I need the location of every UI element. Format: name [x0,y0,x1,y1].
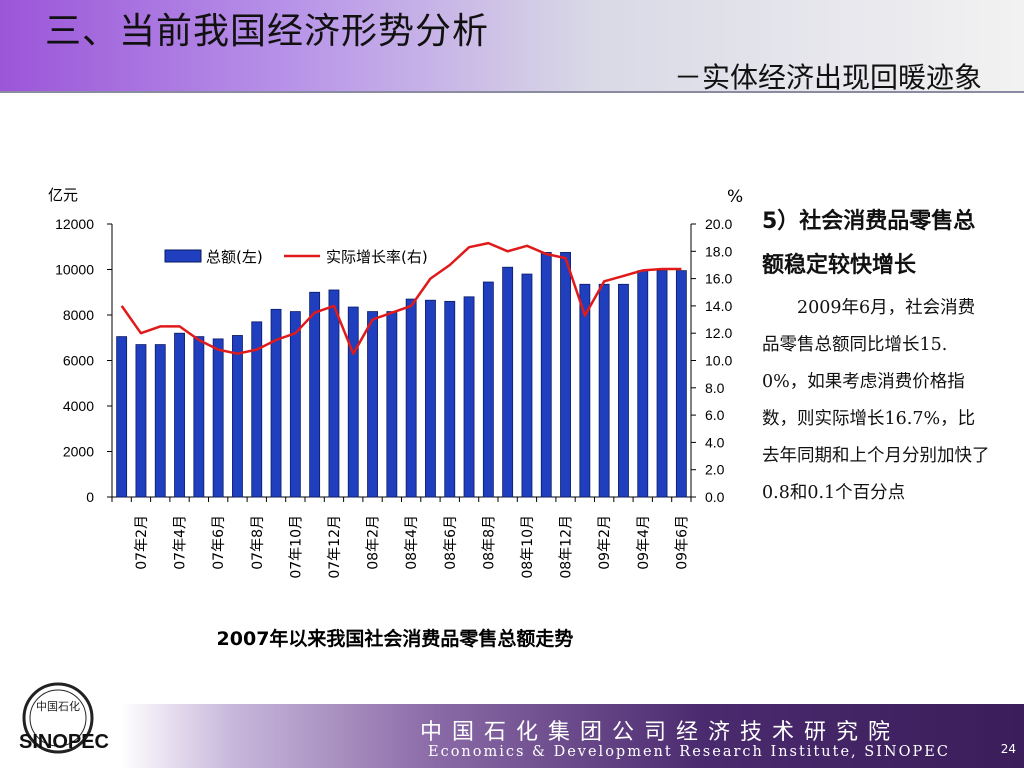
left-tick-label: 12000 [55,216,94,232]
bar [521,273,533,498]
left-tick-label: 8000 [63,307,94,323]
x-tick-label: 09年2月 [597,515,613,570]
bar [251,321,263,498]
left-tick-label: 0 [86,489,94,505]
bar [560,252,571,498]
x-tick-label: 08年4月 [404,515,420,570]
page-subtitle: －实体经济出现回暖迹象 [673,61,982,94]
bar [212,338,224,498]
org-name-en: Economics & Development Research Institu… [428,744,950,760]
x-tick-label: 07年12月 [327,515,343,579]
right-tick-label: 10.0 [705,353,732,369]
legend-bar-label: 总额(左) [206,248,263,266]
left-tick-label: 4000 [63,398,94,414]
bar [193,336,205,498]
footer-band [120,704,1024,768]
bar [367,311,378,498]
page-number: 24 [1000,742,1016,756]
x-tick-label: 09年6月 [674,515,690,570]
bar [154,344,166,498]
bar [675,270,687,498]
bar [463,296,475,498]
bar [618,283,629,498]
growth-rate-line [120,241,682,355]
left-tick-label: 2000 [63,444,94,460]
bar [232,335,243,498]
org-name-cn: 中国石化集团公司经济技术研究院 [420,720,901,745]
right-tick-label: 12.0 [705,325,732,341]
right-tick-label: 20.0 [705,216,732,232]
commentary-panel: 5）社会消费品零售总额稳定较快增长 2009年6月，社会消费品零售总额同比增长1… [762,200,990,512]
commentary-body: 2009年6月，社会消费品零售总额同比增长15.0%，如果考虑消费价格指数，则实… [762,298,990,503]
x-tick-label: 07年4月 [173,515,189,570]
bar [579,283,591,498]
right-tick-label: 2.0 [705,462,725,478]
commentary-heading: 5）社会消费品零售总额稳定较快增长 [762,209,976,278]
left-tick-label: 6000 [63,353,94,369]
bar [502,266,514,498]
retail-sales-chart: 0 2000 4000 6000 8000 10000 12000 0.0 2.0 4.0 6.0 8… [48,186,743,650]
x-tick-label: 08年2月 [366,515,382,570]
x-tick-label: 08年10月 [520,515,536,579]
sinopec-logo: 中国石化 SINOPEC [19,682,109,754]
left-axis-unit: 亿元 [48,186,78,204]
bar [637,270,649,498]
bar [116,336,128,498]
left-tick-label: 10000 [55,262,94,278]
bar [405,298,417,498]
x-tick-label: 08年6月 [443,515,459,570]
legend-line-label: 实际增长率(右) [326,248,428,266]
x-tick-label: 08年12月 [559,515,575,579]
x-tick-label: 07年2月 [134,515,150,570]
bar [482,281,494,498]
bar [328,289,340,498]
right-tick-label: 0.0 [705,489,725,505]
bar [289,311,301,498]
bar [347,306,359,498]
right-tick-label: 4.0 [705,434,725,450]
right-tick-label: 6.0 [705,407,725,423]
bar [425,299,436,498]
bar [598,283,610,498]
right-tick-label: 8.0 [705,380,725,396]
right-axis-unit: % [727,187,743,207]
x-tick-label: 07年6月 [211,515,227,570]
chart-title: 2007年以来我国社会消费品零售总额走势 [217,627,574,650]
bar [270,308,282,498]
bar [540,252,552,498]
bar [386,311,398,498]
x-tick-label: 08年8月 [481,515,497,570]
title-bar: 三、当前我国经济形势分析 －实体经济出现回暖迹象 [0,0,1024,94]
bar [174,332,185,498]
bar [309,291,321,498]
right-tick-label: 14.0 [705,298,732,314]
logo-brand-text: SINOPEC [19,731,109,753]
bar [444,300,456,498]
logo-cn-text: 中国石化 [36,699,80,713]
x-tick-label: 09年4月 [636,515,652,570]
x-tick-label: 07年10月 [288,515,304,579]
x-tick-label: 07年8月 [250,515,266,570]
right-tick-label: 18.0 [705,243,732,259]
bar [656,270,668,498]
right-tick-label: 16.0 [705,271,732,287]
footer: 中国石化 SINOPEC 中国石化集团公司经济技术研究院 Economics &… [0,682,1024,768]
page-title: 三、当前我国经济形势分析 [45,11,490,52]
bar [135,344,147,498]
legend-bar-swatch [164,249,202,263]
